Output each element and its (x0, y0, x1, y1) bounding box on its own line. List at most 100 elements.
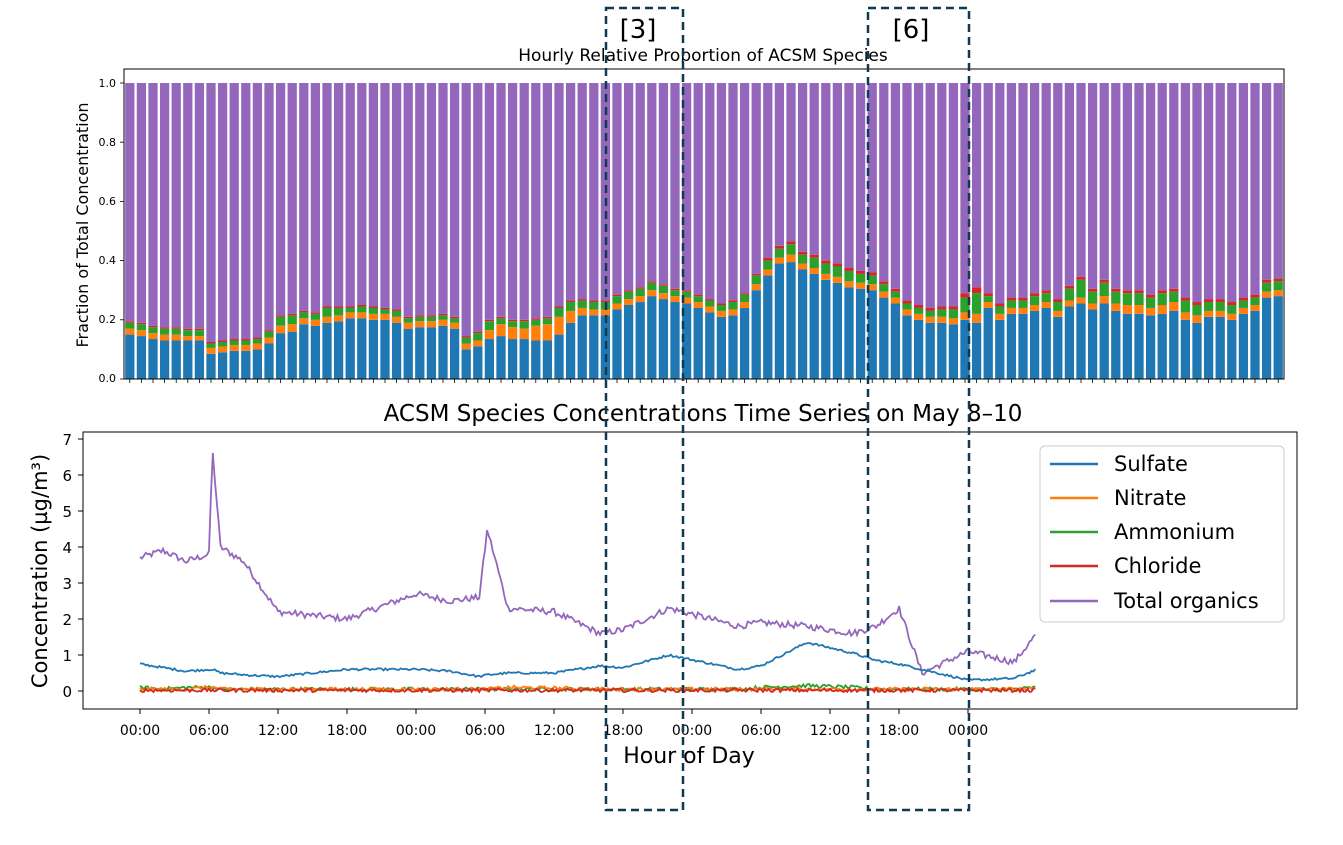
bar-segment-chloride (1053, 299, 1063, 303)
bar-segment-sulfate (809, 273, 819, 379)
bar-segment-chloride (971, 287, 982, 294)
bar-segment-ammonium (937, 309, 947, 317)
bar-segment-chloride (1076, 276, 1086, 280)
bottom-ytick-label: 3 (62, 575, 72, 593)
bar-segment-ammonium (635, 288, 645, 297)
bar-segment-chloride (995, 303, 1005, 307)
bar-segment-ammonium (913, 307, 924, 314)
bar-segment-ammonium (623, 291, 634, 300)
bar-segment-chloride (496, 316, 506, 319)
bar-segment-chloride (229, 339, 239, 341)
bar-segment-sulfate (1215, 316, 1225, 379)
bar-segment-nitrate (148, 333, 158, 340)
bar-segment-organics (310, 83, 321, 313)
bar-segment-sulfate (449, 328, 460, 379)
bar-segment-sulfate (461, 349, 471, 379)
bar-segment-organics (426, 83, 437, 316)
bar-segment-organics (971, 83, 982, 288)
bar-segment-ammonium (681, 291, 692, 298)
bar-segment-nitrate (484, 330, 495, 340)
bar-segment-chloride (217, 340, 228, 342)
bar-segment-sulfate (1238, 313, 1249, 379)
bar-segment-ammonium (438, 315, 448, 320)
bar-segment-organics (995, 83, 1005, 304)
bar-segment-ammonium (148, 327, 158, 334)
bar-segment-nitrate (786, 254, 796, 263)
bottom-ytick-label: 6 (62, 467, 72, 485)
bar-segment-organics (565, 83, 576, 301)
bar-segment-ammonium (1261, 282, 1272, 292)
legend-label-ammonium: Ammonium (1114, 520, 1235, 544)
bar-segment-sulfate (380, 319, 390, 379)
bar-segment-sulfate (484, 339, 495, 379)
bar-segment-ammonium (797, 254, 808, 264)
bar-segment-sulfate (867, 290, 877, 379)
bar-segment-ammonium (1064, 288, 1075, 301)
bar-segment-organics (728, 83, 738, 301)
bar-segment-nitrate (728, 309, 738, 316)
bar-segment-nitrate (241, 344, 251, 351)
top-chart-ylabel: Fraction of Total Concentration (73, 102, 92, 347)
top-ytick-label: 0.6 (99, 195, 117, 208)
bar-segment-nitrate (275, 325, 286, 334)
legend-frame (1039, 445, 1285, 623)
bar-segment-sulfate (821, 279, 831, 379)
bar-segment-chloride (1180, 297, 1191, 301)
bar-segment-ammonium (890, 291, 901, 298)
bar-segment-chloride (879, 281, 889, 285)
bar-segment-chloride (449, 316, 460, 319)
bar-segment-ammonium (206, 343, 216, 348)
bar-segment-sulfate (705, 312, 715, 379)
bar-segment-nitrate (1029, 305, 1040, 311)
bottom-xtick-label: 06:00 (189, 723, 229, 739)
bar-segment-ammonium (1145, 297, 1156, 308)
bar-segment-organics (461, 83, 471, 337)
bar-segment-ammonium (403, 318, 413, 323)
bar-segment-chloride (774, 245, 785, 249)
bar-segment-ammonium (542, 318, 553, 325)
bar-segment-organics (705, 83, 715, 300)
bar-segment-chloride (821, 260, 831, 264)
legend-label-chloride: Chloride (1114, 554, 1201, 578)
bar-segment-chloride (890, 288, 901, 292)
bar-segment-nitrate (229, 344, 239, 351)
bar-segment-nitrate (1169, 302, 1179, 311)
bar-segment-ammonium (554, 307, 564, 317)
bar-segment-organics (438, 83, 448, 314)
bottom-chart-xlabel: Hour of Day (623, 744, 755, 769)
bar-segment-organics (1053, 83, 1063, 300)
bar-segment-sulfate (554, 334, 564, 379)
bar-segment-sulfate (194, 340, 205, 379)
bar-segment-chloride (832, 263, 843, 267)
bar-segment-ammonium (786, 244, 796, 255)
bar-segment-ammonium (252, 339, 263, 344)
bar-segment-ammonium (473, 333, 483, 341)
bar-segment-sulfate (1180, 319, 1191, 379)
bar-segment-chloride (844, 268, 854, 271)
bar-segment-sulfate (763, 275, 773, 379)
bar-segment-nitrate (299, 318, 309, 325)
bottom-xtick-label: 00:00 (672, 723, 712, 739)
bar-segment-sulfate (125, 334, 135, 379)
top-chart-title: Hourly Relative Proportion of ACSM Speci… (518, 46, 888, 66)
bar-segment-sulfate (1041, 307, 1051, 379)
bar-segment-organics (821, 83, 831, 261)
bar-segment-organics (1250, 83, 1260, 295)
bar-segment-nitrate (589, 309, 599, 316)
bar-segment-organics (786, 83, 796, 242)
bar-segment-organics (136, 83, 147, 323)
bar-segment-organics (125, 83, 135, 322)
bar-segment-chloride (1018, 297, 1028, 301)
bar-segment-ammonium (565, 302, 576, 311)
bar-segment-organics (844, 83, 854, 268)
bar-segment-nitrate (821, 273, 831, 280)
bar-segment-ammonium (716, 305, 727, 311)
bar-segment-organics (1261, 83, 1272, 280)
bar-segment-chloride (937, 306, 947, 310)
bottom-ytick-label: 7 (62, 431, 72, 449)
bar-segment-organics (577, 83, 587, 300)
bar-segment-chloride (751, 273, 761, 276)
bar-segment-organics (902, 83, 912, 301)
bar-segment-sulfate (1111, 310, 1121, 379)
bar-segment-organics (832, 83, 843, 264)
